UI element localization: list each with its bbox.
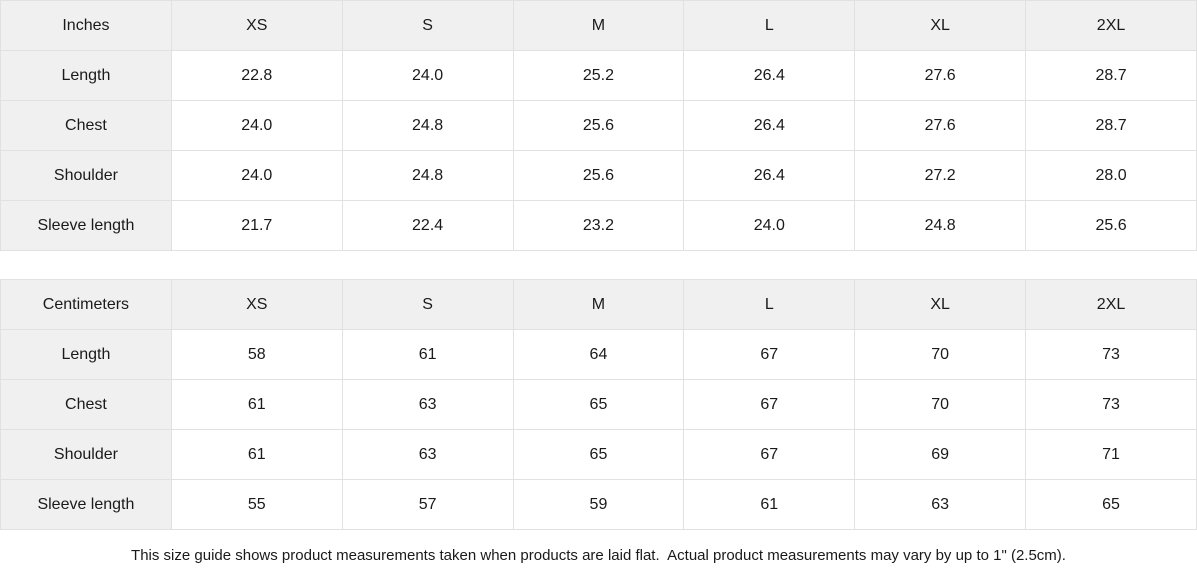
- measurement-cell: 69: [854, 429, 1027, 480]
- section-divider: [0, 251, 1197, 279]
- measurement-cell: 71: [1025, 429, 1197, 480]
- table-row: Chest 24.0 24.8 25.6 26.4 27.6 28.7: [0, 100, 1197, 151]
- column-header-cell: S: [341, 0, 514, 51]
- header-row: Centimeters XS S M L XL 2XL: [0, 279, 1197, 330]
- size-guide-note-text: This size guide shows product measuremen…: [131, 546, 1066, 564]
- table-row: Sleeve length 21.7 22.4 23.2 24.0 24.8 25.6: [0, 200, 1197, 251]
- unit-label-cell: Inches: [0, 0, 172, 51]
- header-row: Inches XS S M L XL 2XL: [0, 0, 1197, 51]
- column-header-cell: 2XL: [1025, 279, 1197, 330]
- measurement-cell: 73: [1025, 379, 1197, 430]
- measurement-cell: 61: [170, 379, 343, 430]
- measurement-cell: 65: [1025, 479, 1197, 530]
- measurement-cell: 58: [170, 329, 343, 380]
- size-table-inches: Inches XS S M L XL 2XL Length 22.8 24.0 25.2 26.4 27…: [0, 0, 1197, 251]
- measurement-cell: 63: [341, 379, 514, 430]
- measurement-cell: 65: [512, 429, 685, 480]
- unit-label-cell: Centimeters: [0, 279, 172, 330]
- measurement-cell: 63: [341, 429, 514, 480]
- row-label-cell: Chest: [0, 379, 172, 430]
- measurement-cell: 73: [1025, 329, 1197, 380]
- row-label-cell: Sleeve length: [0, 200, 172, 251]
- measurement-cell: 25.6: [1025, 200, 1197, 251]
- column-header-cell: XS: [170, 0, 343, 51]
- measurement-cell: 26.4: [683, 100, 856, 151]
- measurement-cell: 23.2: [512, 200, 685, 251]
- measurement-cell: 70: [854, 329, 1027, 380]
- measurement-cell: 28.0: [1025, 150, 1197, 201]
- measurement-cell: 65: [512, 379, 685, 430]
- column-header-cell: L: [683, 0, 856, 51]
- row-label-cell: Shoulder: [0, 150, 172, 201]
- measurement-cell: 25.6: [512, 100, 685, 151]
- measurement-cell: 24.0: [683, 200, 856, 251]
- measurement-cell: 61: [341, 329, 514, 380]
- measurement-cell: 22.8: [170, 50, 343, 101]
- measurement-cell: 26.4: [683, 150, 856, 201]
- measurement-cell: 24.8: [341, 100, 514, 151]
- column-header-cell: XL: [854, 0, 1027, 51]
- row-label-cell: Length: [0, 329, 172, 380]
- column-header-cell: XL: [854, 279, 1027, 330]
- measurement-cell: 28.7: [1025, 100, 1197, 151]
- measurement-cell: 26.4: [683, 50, 856, 101]
- measurement-cell: 55: [170, 479, 343, 530]
- column-header-cell: 2XL: [1025, 0, 1197, 51]
- size-table-centimeters: Centimeters XS S M L XL 2XL Length 58 61 64 67 70 73 C…: [0, 279, 1197, 530]
- table-row: Length 22.8 24.0 25.2 26.4 27.6 28.7: [0, 50, 1197, 101]
- measurement-cell: 59: [512, 479, 685, 530]
- measurement-cell: 25.2: [512, 50, 685, 101]
- column-header-cell: XS: [170, 279, 343, 330]
- row-label-cell: Shoulder: [0, 429, 172, 480]
- measurement-cell: 67: [683, 429, 856, 480]
- measurement-cell: 61: [683, 479, 856, 530]
- measurement-cell: 22.4: [341, 200, 514, 251]
- measurement-cell: 27.6: [854, 50, 1027, 101]
- measurement-cell: 27.6: [854, 100, 1027, 151]
- measurement-cell: 57: [341, 479, 514, 530]
- measurement-cell: 25.6: [512, 150, 685, 201]
- column-header-cell: L: [683, 279, 856, 330]
- measurement-cell: 67: [683, 379, 856, 430]
- measurement-cell: 27.2: [854, 150, 1027, 201]
- row-label-cell: Sleeve length: [0, 479, 172, 530]
- table-row: Shoulder 24.0 24.8 25.6 26.4 27.2 28.0: [0, 150, 1197, 201]
- measurement-cell: 21.7: [170, 200, 343, 251]
- table-row: Shoulder 61 63 65 67 69 71: [0, 429, 1197, 480]
- measurement-cell: 70: [854, 379, 1027, 430]
- measurement-cell: 63: [854, 479, 1027, 530]
- measurement-cell: 24.8: [341, 150, 514, 201]
- measurement-cell: 24.8: [854, 200, 1027, 251]
- measurement-cell: 28.7: [1025, 50, 1197, 101]
- measurement-cell: 67: [683, 329, 856, 380]
- row-label-cell: Length: [0, 50, 172, 101]
- measurement-cell: 24.0: [341, 50, 514, 101]
- table-row: Length 58 61 64 67 70 73: [0, 329, 1197, 380]
- measurement-cell: 24.0: [170, 150, 343, 201]
- measurement-cell: 24.0: [170, 100, 343, 151]
- table-row: Chest 61 63 65 67 70 73: [0, 379, 1197, 430]
- column-header-cell: M: [512, 279, 685, 330]
- row-label-cell: Chest: [0, 100, 172, 151]
- measurement-cell: 64: [512, 329, 685, 380]
- table-row: Sleeve length 55 57 59 61 63 65: [0, 479, 1197, 530]
- column-header-cell: M: [512, 0, 685, 51]
- measurement-cell: 61: [170, 429, 343, 480]
- column-header-cell: S: [341, 279, 514, 330]
- size-guide-footnote: This size guide shows product measuremen…: [0, 530, 1197, 580]
